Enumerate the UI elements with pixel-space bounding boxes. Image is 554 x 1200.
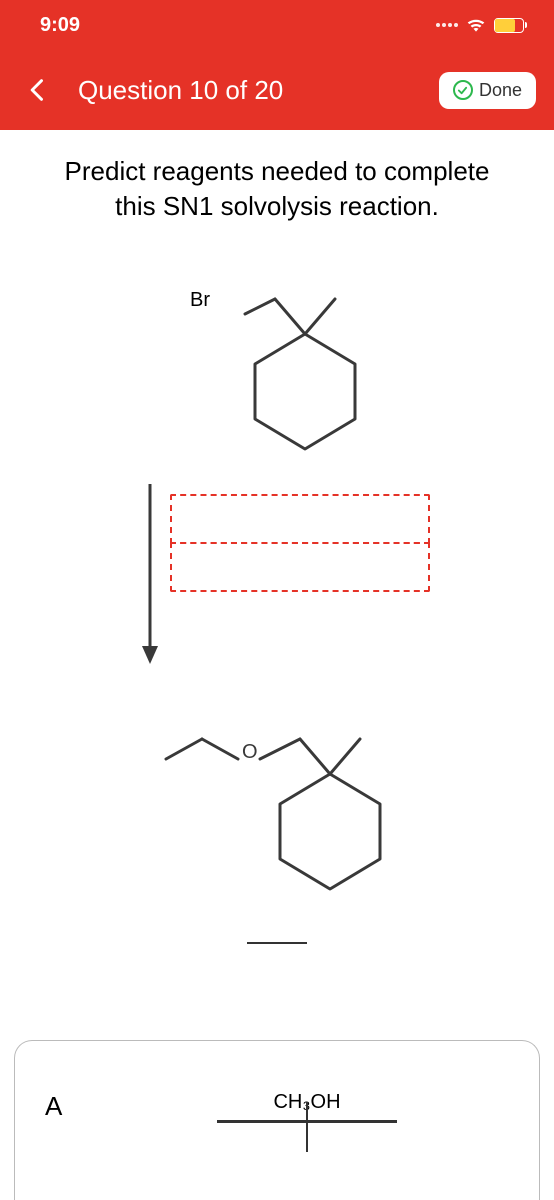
- done-button[interactable]: Done: [439, 72, 536, 109]
- option-letter: A: [45, 1091, 105, 1122]
- answer-option-card[interactable]: A CH₃OH: [14, 1040, 540, 1200]
- nav-bar: Question 10 of 20 Done: [0, 50, 554, 130]
- panel-handle[interactable]: [247, 942, 307, 944]
- status-bar: 9:09: [0, 0, 554, 50]
- done-label: Done: [479, 80, 522, 101]
- battery-icon: [494, 18, 524, 33]
- product-molecule: O: [130, 714, 430, 914]
- status-right: [436, 17, 524, 33]
- check-icon: [453, 80, 473, 100]
- back-button[interactable]: [18, 76, 58, 104]
- clock: 9:09: [40, 14, 80, 37]
- option-arrow-icon: [217, 1120, 397, 1160]
- reagent-slot-2[interactable]: [170, 542, 430, 592]
- wifi-icon: [466, 17, 486, 33]
- question-counter: Question 10 of 20: [78, 75, 419, 106]
- option-content: CH₃OH: [105, 1091, 509, 1160]
- question-text: Predict reagents needed to complete this…: [0, 130, 554, 234]
- question-line2: this SN1 solvolysis reaction.: [30, 189, 524, 224]
- signal-icon: [436, 23, 458, 27]
- starting-material: [175, 274, 395, 474]
- reaction-arrow: [140, 484, 160, 669]
- question-line1: Predict reagents needed to complete: [30, 154, 524, 189]
- product-oxygen-label: O: [242, 741, 258, 763]
- reaction-diagram: Br: [0, 234, 554, 994]
- reagent-dropzone[interactable]: [170, 494, 430, 592]
- reagent-slot-1[interactable]: [170, 494, 430, 544]
